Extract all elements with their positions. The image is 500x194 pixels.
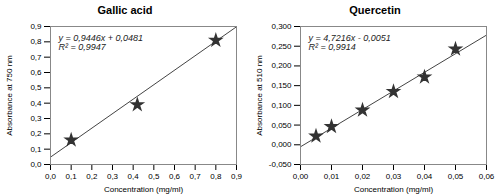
svg-text:0,6: 0,6 <box>30 68 42 77</box>
svg-text:0,250: 0,250 <box>271 42 292 51</box>
html-text:Gallic acid: Gallic acid <box>97 4 153 16</box>
svg-text:0,300: 0,300 <box>271 22 292 31</box>
svg-text:0,4: 0,4 <box>30 99 42 108</box>
svg-text:0,05: 0,05 <box>448 172 464 181</box>
svg-text:0,3: 0,3 <box>107 172 119 181</box>
svg-text:0,200: 0,200 <box>271 61 292 70</box>
svg-text:0,000: 0,000 <box>271 140 292 149</box>
svg-text:0,4: 0,4 <box>128 172 140 181</box>
svg-text:0,050: 0,050 <box>271 121 292 130</box>
svg-text:0,8: 0,8 <box>210 172 222 181</box>
svg-text:y = 4,7216x - 0,0051R² = 0,991: y = 4,7216x - 0,0051R² = 0,9914 <box>308 33 391 52</box>
svg-text:0,1: 0,1 <box>30 145 42 154</box>
svg-text:0,1: 0,1 <box>66 172 78 181</box>
svg-text:0,02: 0,02 <box>355 172 371 181</box>
svg-text:0,8: 0,8 <box>30 37 42 46</box>
svg-text:Concentration (mg/ml): Concentration (mg/ml) <box>354 185 433 194</box>
svg-text:0,03: 0,03 <box>386 172 402 181</box>
svg-text:0,9: 0,9 <box>231 172 243 181</box>
svg-text:0,0: 0,0 <box>30 160 42 169</box>
svg-text:Absorbance at 510 nm: Absorbance at 510 nm <box>255 55 264 136</box>
svg-text:0,5: 0,5 <box>148 172 160 181</box>
svg-text:Concentration (mg/ml): Concentration (mg/ml) <box>104 185 183 194</box>
html-text:Quercetin: Quercetin <box>349 4 401 16</box>
svg-text:0,00: 0,00 <box>293 172 309 181</box>
svg-text:0,3: 0,3 <box>30 114 42 123</box>
svg-text:0,100: 0,100 <box>271 101 292 110</box>
svg-text:y = 0,9446x + 0,0481R² = 0,994: y = 0,9446x + 0,0481R² = 0,9947 <box>58 33 144 52</box>
svg-text:0,7: 0,7 <box>190 172 202 181</box>
svg-text:0,2: 0,2 <box>86 172 98 181</box>
svg-text:0,5: 0,5 <box>30 83 42 92</box>
svg-text:0,04: 0,04 <box>417 172 433 181</box>
svg-text:Absorbance at 750 nm: Absorbance at 750 nm <box>5 55 14 136</box>
svg-text:0,9: 0,9 <box>30 22 42 31</box>
svg-text:0,7: 0,7 <box>30 53 42 62</box>
svg-text:0,6: 0,6 <box>169 172 181 181</box>
svg-text:-0,050: -0,050 <box>269 160 292 169</box>
svg-text:0,150: 0,150 <box>271 81 292 90</box>
svg-text:0,01: 0,01 <box>324 172 340 181</box>
svg-text:0,06: 0,06 <box>479 172 495 181</box>
svg-text:0,0: 0,0 <box>45 172 57 181</box>
svg-text:0,2: 0,2 <box>30 129 42 138</box>
